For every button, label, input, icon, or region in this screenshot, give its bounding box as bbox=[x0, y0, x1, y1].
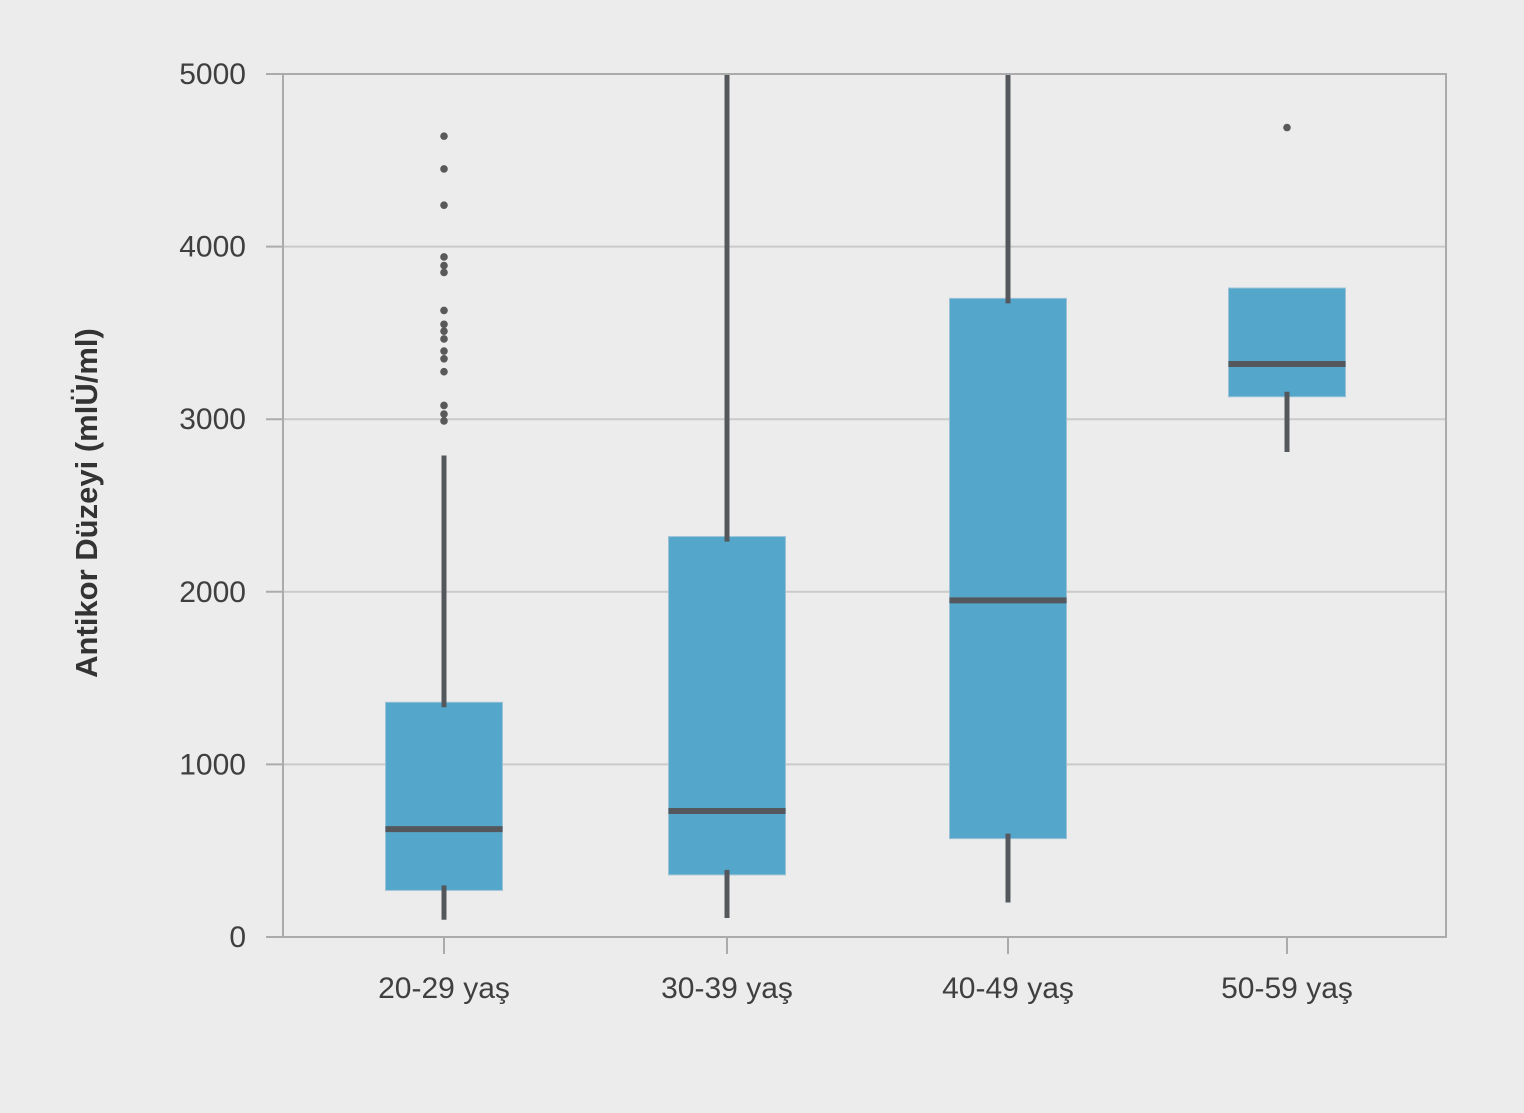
y-tick-label: 2000 bbox=[179, 576, 246, 609]
outlier-point bbox=[440, 132, 448, 140]
plot-frame bbox=[282, 73, 1447, 938]
outlier-point bbox=[440, 306, 448, 315]
outlier-point bbox=[440, 201, 448, 209]
y-tick-label: 0 bbox=[229, 921, 246, 954]
box bbox=[385, 701, 503, 891]
y-tick-label: 1000 bbox=[179, 748, 246, 781]
outlier-point bbox=[440, 320, 448, 329]
outlier-point bbox=[440, 335, 448, 343]
outlier-point bbox=[440, 165, 448, 173]
box bbox=[949, 297, 1067, 840]
outlier-point bbox=[440, 410, 448, 418]
box bbox=[1228, 287, 1346, 398]
outlier-point bbox=[440, 268, 448, 277]
box bbox=[668, 536, 786, 876]
y-tick-label: 4000 bbox=[179, 231, 246, 264]
outlier-point bbox=[440, 261, 448, 270]
y-tick-label: 5000 bbox=[179, 58, 246, 91]
x-tick-label: 40-49 yaş bbox=[942, 972, 1074, 1005]
x-tick-label: 50-59 yaş bbox=[1221, 972, 1353, 1005]
x-tick-label: 30-39 yaş bbox=[661, 972, 793, 1005]
outlier-point bbox=[440, 401, 448, 410]
outlier-point bbox=[440, 354, 448, 363]
outlier-point bbox=[440, 327, 448, 335]
outlier-point bbox=[440, 253, 448, 261]
outlier-point bbox=[440, 367, 448, 376]
y-axis-label: Antikor Düzeyi (mlÜ/ml) bbox=[69, 328, 104, 678]
outlier-point bbox=[440, 347, 448, 355]
y-tick-label: 3000 bbox=[179, 403, 246, 436]
outlier-point bbox=[440, 417, 448, 425]
x-tick-label: 20-29 yaş bbox=[378, 972, 510, 1005]
outlier-point bbox=[1283, 123, 1291, 132]
